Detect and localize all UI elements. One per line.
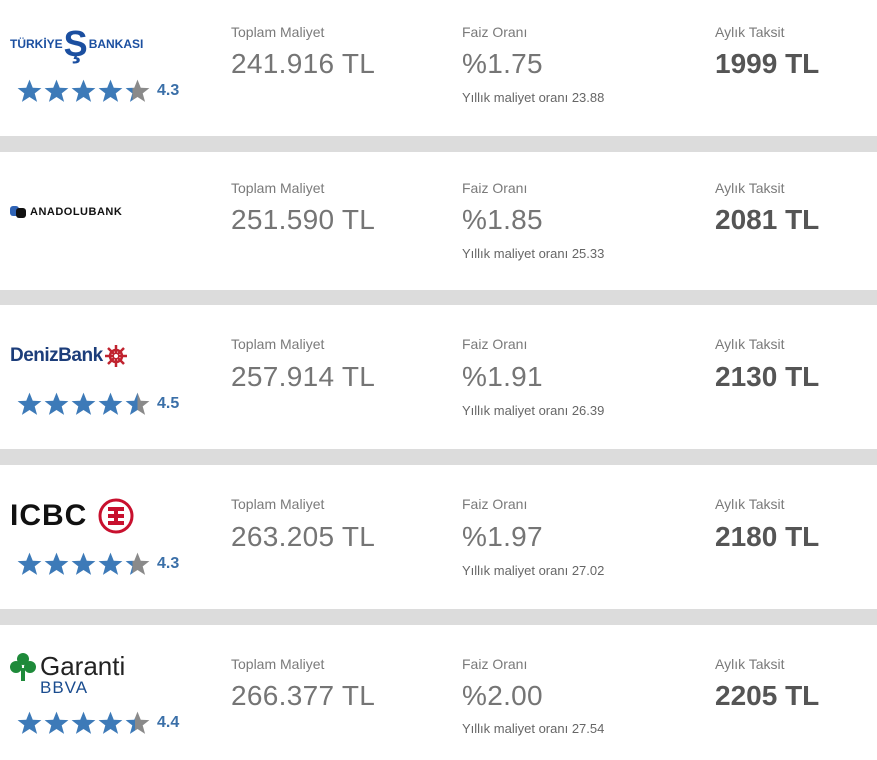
- star-icon: [98, 79, 123, 102]
- annual-cost-rate: Yıllık maliyet oranı 25.33: [462, 246, 605, 261]
- denizbank-logo: DenizBank: [10, 345, 127, 367]
- bank-rating: 4.3: [16, 78, 179, 104]
- annual-cost-rate: Yıllık maliyet oranı 27.54: [462, 721, 605, 736]
- total-cost-label: Toplam Maliyet: [231, 180, 325, 196]
- clover-icon: [10, 652, 36, 681]
- monthly-installment-label: Aylık Taksit: [715, 180, 785, 196]
- interest-rate-value: %1.91: [462, 361, 543, 392]
- isbank-mark-icon: Ş: [63, 23, 88, 64]
- loan-offer-card[interactable]: TÜRKİYE Ş BANKASI 4.3 Toplam Maliyet 241…: [0, 0, 877, 136]
- rating-stars: [16, 551, 151, 577]
- total-cost-label: Toplam Maliyet: [231, 24, 325, 40]
- star-icon: [125, 552, 150, 575]
- bank-rating: 4.5: [16, 391, 179, 417]
- monthly-installment-label: Aylık Taksit: [715, 496, 785, 512]
- total-cost-value: 251.590 TL: [231, 204, 376, 235]
- isbank-logo: TÜRKİYE Ş BANKASI: [10, 23, 144, 64]
- monthly-installment-value: 2205 TL: [715, 680, 820, 711]
- annual-cost-rate: Yıllık maliyet oranı 27.02: [462, 563, 605, 578]
- star-icon: [125, 79, 150, 102]
- monthly-installment-value: 2130 TL: [715, 361, 820, 392]
- star-icon: [71, 552, 96, 575]
- star-icon: [98, 552, 123, 575]
- total-cost-label: Toplam Maliyet: [231, 656, 325, 672]
- monthly-installment-label: Aylık Taksit: [715, 656, 785, 672]
- monthly-installment-label: Aylık Taksit: [715, 336, 785, 352]
- interest-rate-label: Faiz Oranı: [462, 180, 528, 196]
- star-icon: [125, 711, 150, 734]
- total-cost-value: 241.916 TL: [231, 48, 376, 79]
- monthly-installment-label: Aylık Taksit: [715, 24, 785, 40]
- interest-rate-label: Faiz Oranı: [462, 656, 528, 672]
- star-icon: [98, 711, 123, 734]
- monthly-installment-value: 2081 TL: [715, 204, 820, 235]
- loan-offer-card[interactable]: DenizBank 4.5 Toplam Maliyet 257.914 TL …: [0, 305, 877, 449]
- interest-rate-label: Faiz Oranı: [462, 496, 528, 512]
- bank-rating: 4.4: [16, 710, 179, 736]
- star-icon: [44, 392, 69, 415]
- garanti-bbva-logo: Garanti BBVA: [10, 651, 125, 698]
- icbc-logo: ICBC: [10, 497, 135, 535]
- helm-icon: [104, 345, 127, 367]
- rating-stars: [16, 391, 151, 417]
- star-icon: [44, 711, 69, 734]
- rating-value: 4.3: [157, 555, 180, 572]
- star-icon: [17, 392, 42, 415]
- monthly-installment-value: 1999 TL: [715, 48, 820, 79]
- star-icon: [44, 79, 69, 102]
- star-icon: [17, 79, 42, 102]
- annual-cost-rate: Yıllık maliyet oranı 26.39: [462, 403, 605, 418]
- rating-value: 4.3: [157, 82, 180, 99]
- interest-rate-value: %1.75: [462, 48, 543, 79]
- star-icon: [71, 392, 96, 415]
- annual-cost-rate: Yıllık maliyet oranı 23.88: [462, 90, 605, 105]
- total-cost-value: 263.205 TL: [231, 521, 376, 552]
- anadolubank-logo: ANADOLUBANK: [10, 205, 122, 219]
- interest-rate-value: %2.00: [462, 680, 543, 711]
- star-icon: [71, 79, 96, 102]
- total-cost-value: 257.914 TL: [231, 361, 376, 392]
- rating-value: 4.4: [157, 714, 180, 731]
- rating-stars: [16, 78, 151, 104]
- interest-rate-label: Faiz Oranı: [462, 336, 528, 352]
- star-icon: [17, 552, 42, 575]
- total-cost-value: 266.377 TL: [231, 680, 376, 711]
- interest-rate-label: Faiz Oranı: [462, 24, 528, 40]
- bank-rating: 4.3: [16, 551, 179, 577]
- rating-value: 4.5: [157, 395, 180, 412]
- loan-offer-card[interactable]: ANADOLUBANK Toplam Maliyet 251.590 TL Fa…: [0, 152, 877, 290]
- monthly-installment-value: 2180 TL: [715, 521, 820, 552]
- icbc-emblem-icon: [98, 498, 134, 534]
- interest-rate-value: %1.97: [462, 521, 543, 552]
- anadolubank-mark-icon: [10, 206, 26, 218]
- star-icon: [98, 392, 123, 415]
- total-cost-label: Toplam Maliyet: [231, 496, 325, 512]
- star-icon: [44, 552, 69, 575]
- rating-stars: [16, 710, 151, 736]
- total-cost-label: Toplam Maliyet: [231, 336, 325, 352]
- interest-rate-value: %1.85: [462, 204, 543, 235]
- star-icon: [125, 392, 150, 415]
- loan-offer-card[interactable]: ICBC 4.3 Toplam Maliyet 263.205 TL Faiz …: [0, 465, 877, 609]
- star-icon: [71, 711, 96, 734]
- star-icon: [17, 711, 42, 734]
- loan-offer-card[interactable]: Garanti BBVA 4.4 Toplam Maliyet 266.377 …: [0, 625, 877, 760]
